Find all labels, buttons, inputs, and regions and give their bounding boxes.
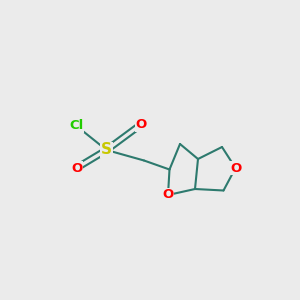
Text: O: O	[162, 188, 174, 202]
Text: Cl: Cl	[69, 119, 84, 133]
Text: S: S	[101, 142, 112, 158]
Text: O: O	[230, 161, 241, 175]
Text: O: O	[135, 118, 147, 131]
Text: O: O	[71, 161, 82, 175]
